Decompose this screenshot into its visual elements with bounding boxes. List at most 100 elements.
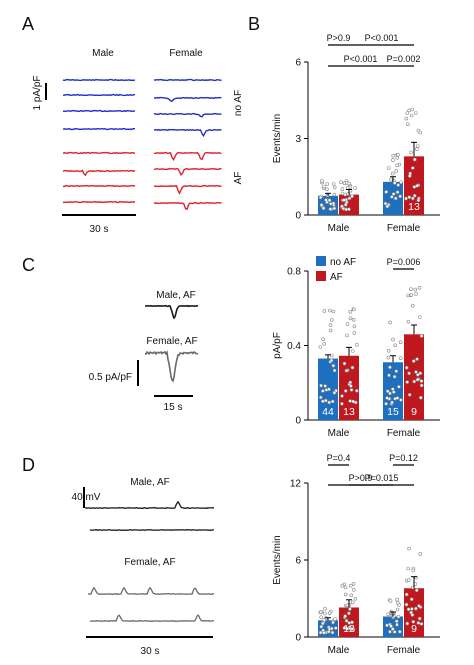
data-point (390, 387, 395, 391)
data-point (322, 341, 327, 346)
data-point (407, 546, 411, 551)
data-point (332, 206, 337, 211)
panel-letter-c: C (22, 255, 35, 275)
data-point (393, 196, 398, 201)
y-tick-label: 0 (295, 211, 301, 222)
data-point (347, 611, 351, 616)
data-point (395, 156, 400, 160)
data-point (352, 331, 357, 335)
category-label: Male (328, 223, 350, 234)
panel-a-noaf-label: no AF (233, 90, 244, 116)
data-point (394, 619, 399, 624)
data-point (354, 388, 359, 393)
data-point (384, 190, 388, 194)
data-point (385, 623, 389, 628)
panel-a-af-label: AF (233, 172, 244, 185)
n-label: 9 (411, 623, 417, 635)
data-point (418, 395, 423, 400)
p-value: P=0.4 (327, 453, 351, 463)
trace-male-5 (62, 151, 136, 155)
data-point (394, 369, 399, 374)
data-point (410, 166, 415, 170)
data-point (404, 365, 409, 370)
data-point (352, 324, 357, 329)
data-point (355, 342, 359, 347)
trace-d-female-2 (89, 614, 215, 623)
legend-label: AF (330, 272, 343, 283)
data-point (419, 622, 424, 626)
data-point (343, 592, 348, 597)
n-label: 13 (408, 201, 420, 213)
data-point (328, 328, 333, 333)
data-point (407, 195, 412, 199)
trace-d-male-2 (89, 529, 215, 532)
data-point (412, 185, 417, 189)
data-point (410, 196, 415, 201)
data-point (351, 317, 356, 322)
data-point (348, 316, 353, 321)
p-value: P=0.12 (389, 453, 418, 463)
data-point (391, 337, 395, 342)
panel-d-male-label: Male, AF (130, 477, 169, 488)
y-tick-label: 3 (295, 134, 301, 145)
data-point (330, 630, 335, 635)
data-point (320, 389, 325, 393)
data-point (332, 192, 337, 197)
data-point (410, 607, 414, 611)
panel-letter-b: B (248, 14, 260, 34)
n-label: 12 (343, 623, 355, 635)
trace-male-2 (63, 93, 135, 97)
data-point (412, 193, 417, 198)
data-point (405, 380, 410, 384)
data-point (390, 171, 395, 176)
data-point (396, 152, 400, 157)
data-point (318, 395, 323, 400)
panel-d-time-label: 30 s (141, 646, 160, 657)
trace-d-female-1 (87, 586, 215, 596)
data-point (419, 379, 424, 383)
data-point (391, 158, 395, 162)
data-point (322, 309, 327, 313)
data-point (318, 610, 323, 615)
data-point (395, 622, 399, 627)
data-point (406, 566, 411, 571)
data-point (388, 365, 392, 370)
p-value: P<0.001 (344, 54, 378, 64)
data-point (404, 196, 408, 201)
data-point (347, 196, 352, 201)
panel-d-traces (84, 500, 215, 623)
legend-swatch (316, 271, 326, 281)
y-axis-label: pA/pF (272, 332, 283, 359)
data-point (414, 370, 418, 374)
data-point (348, 309, 353, 314)
data-point (328, 207, 333, 211)
p-value: P=0.006 (387, 257, 421, 267)
data-point (404, 602, 409, 607)
data-point (409, 150, 413, 155)
panel-d-scale-label: 40 mV (72, 492, 101, 503)
data-point (343, 389, 348, 393)
data-point (333, 617, 337, 622)
data-point (418, 552, 423, 556)
data-point (319, 624, 324, 629)
data-point (348, 583, 353, 588)
data-point (350, 600, 355, 605)
data-point (320, 621, 325, 626)
trace-c-male (145, 304, 198, 320)
data-point (407, 392, 412, 397)
chart-b: 0 3 6 Events/min Male 13 Female P<0.001 P=0.002 P… (272, 33, 440, 234)
data-point (395, 597, 399, 602)
data-point (395, 163, 400, 168)
trace-female-7 (153, 184, 222, 195)
data-point (412, 379, 417, 384)
data-point (327, 198, 332, 202)
data-point (327, 400, 332, 405)
data-point (404, 116, 409, 121)
trace-female-2 (154, 96, 222, 102)
data-point (404, 592, 409, 597)
data-point (328, 308, 332, 313)
legend-swatch (316, 256, 326, 266)
panel-c-scale-label: 0.5 pA/pF (89, 372, 132, 383)
panel-letter-d: D (22, 455, 35, 475)
